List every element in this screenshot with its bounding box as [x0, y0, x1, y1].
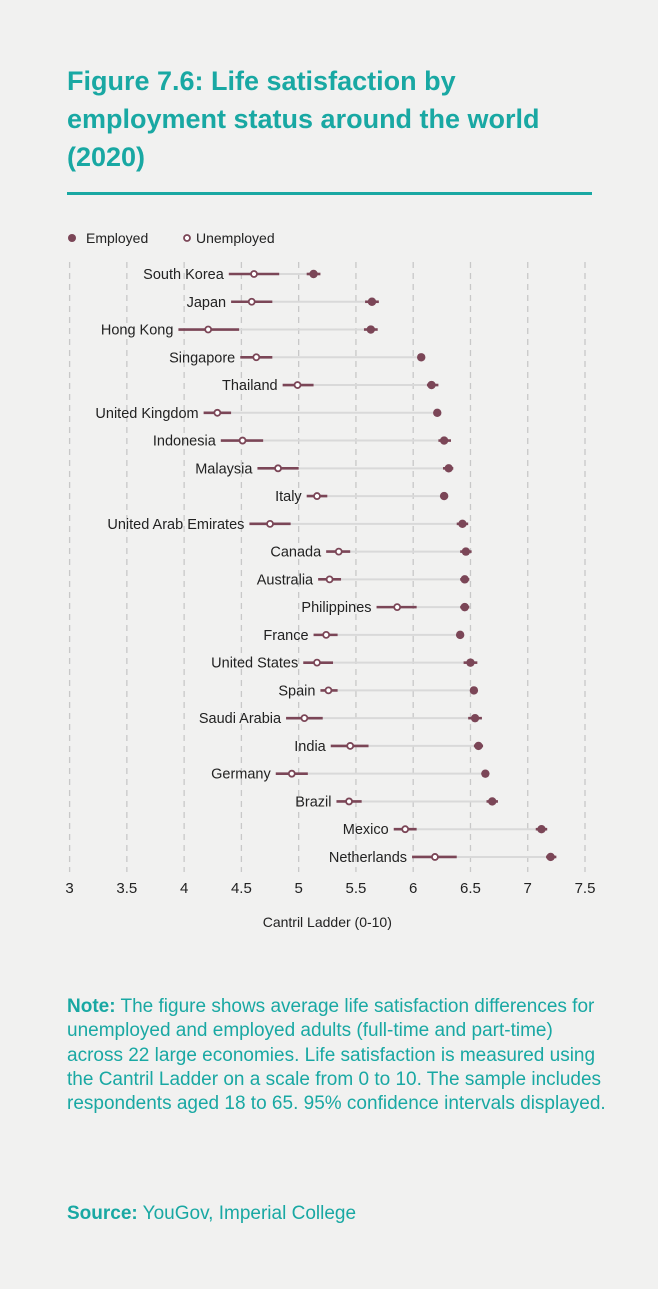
x-tick-label: 5.5: [346, 880, 367, 897]
country-label: Mexico: [343, 822, 389, 838]
employed-point: [417, 353, 426, 362]
x-tick-label: 6.5: [460, 880, 481, 897]
employed-point: [546, 852, 555, 862]
country-label: Philippines: [301, 600, 371, 616]
unemployed-point: [334, 547, 343, 556]
x-tick-label: 7.5: [575, 880, 596, 897]
country-label: Italy: [275, 489, 302, 505]
figure-note: Note: The figure shows average life sati…: [67, 995, 607, 1116]
unemployed-point: [345, 797, 353, 806]
employed-point: [466, 658, 475, 667]
employed-point: [367, 297, 377, 306]
country-label: Thailand: [222, 378, 278, 394]
x-tick-label: 3: [65, 880, 73, 897]
unemployed-point: [274, 464, 282, 473]
employed-point: [458, 519, 467, 529]
employed-point: [433, 408, 442, 417]
country-label: Netherlands: [329, 850, 407, 866]
country-label: United Arab Emirates: [107, 517, 244, 533]
x-tick-label: 4: [180, 880, 188, 897]
country-label: Germany: [211, 767, 271, 783]
unemployed-point: [325, 575, 334, 584]
country-label: United States: [211, 656, 298, 672]
employed-point: [488, 797, 497, 806]
unemployed-point: [204, 325, 213, 334]
country-label: Brazil: [295, 794, 331, 810]
country-label: Saudi Arabia: [199, 711, 282, 727]
employed-point: [470, 713, 480, 723]
employed-point: [460, 602, 469, 612]
employed-point: [469, 686, 479, 695]
employed-point: [460, 575, 469, 584]
x-tick-label: 7: [524, 880, 532, 897]
country-label: Singapore: [169, 350, 235, 366]
unemployed-point: [266, 519, 274, 528]
employed-point: [439, 436, 449, 445]
x-tick-label: 3.5: [116, 880, 137, 897]
figure-source: Source: YouGov, Imperial College: [67, 1203, 356, 1225]
country-label: Hong Kong: [101, 323, 174, 339]
note-text: The figure shows average life satisfacti…: [67, 996, 606, 1115]
employed-point: [537, 825, 546, 834]
x-tick-label: 5: [294, 880, 302, 897]
country-label: Indonesia: [153, 434, 217, 450]
unemployed-point: [313, 658, 321, 667]
unemployed-point: [287, 769, 296, 778]
unemployed-point: [252, 353, 261, 362]
unemployed-point: [324, 686, 333, 695]
country-label: Malaysia: [195, 461, 253, 477]
unemployed-point: [293, 381, 302, 389]
source-label: Source:: [67, 1203, 138, 1224]
unemployed-point: [250, 270, 258, 278]
employed-point: [461, 547, 471, 556]
legend-unemployed-marker: [183, 234, 191, 242]
x-axis-title: Cantril Ladder (0-10): [263, 914, 392, 930]
unemployed-point: [401, 825, 410, 834]
dot-plot-chart: 3 3.5 4 4.5 5 5.5 6 6.5 7 7.5 Cantril Ladder (0-10…: [65, 230, 596, 930]
employed-point: [366, 325, 376, 334]
unemployed-point: [393, 603, 402, 612]
country-label: South Korea: [143, 267, 225, 283]
unemployed-point: [300, 714, 309, 723]
unemployed-point: [238, 436, 247, 445]
unemployed-point: [213, 408, 222, 417]
employed-point: [439, 491, 449, 501]
unemployed-point: [431, 853, 439, 861]
country-label: France: [263, 628, 308, 644]
unemployed-point: [313, 492, 321, 500]
legend-unemployed-label: Unemployed: [196, 230, 275, 246]
employed-point: [474, 741, 483, 751]
employed-point: [309, 269, 318, 279]
unemployed-point: [346, 742, 355, 750]
employed-point: [444, 464, 453, 473]
country-label: Japan: [187, 295, 227, 311]
legend-employed-marker: [68, 234, 76, 242]
unemployed-point: [247, 297, 256, 306]
note-label: Note:: [67, 996, 116, 1017]
legend-employed-label: Employed: [86, 230, 148, 246]
country-label: Canada: [270, 545, 322, 561]
figure-title: Figure 7.6: Life satisfaction by employm…: [67, 66, 540, 172]
unemployed-point: [322, 630, 331, 639]
employed-point: [455, 630, 465, 640]
country-label: Australia: [257, 572, 314, 588]
x-tick-label: 4.5: [231, 880, 252, 897]
source-text: YouGov, Imperial College: [137, 1203, 357, 1224]
x-tick-label: 6: [409, 880, 417, 897]
employed-point: [427, 380, 436, 390]
country-label: United Kingdom: [95, 406, 198, 422]
country-label: India: [294, 739, 326, 755]
employed-point: [481, 769, 490, 778]
country-label: Spain: [278, 683, 315, 699]
title-divider: [67, 192, 592, 195]
